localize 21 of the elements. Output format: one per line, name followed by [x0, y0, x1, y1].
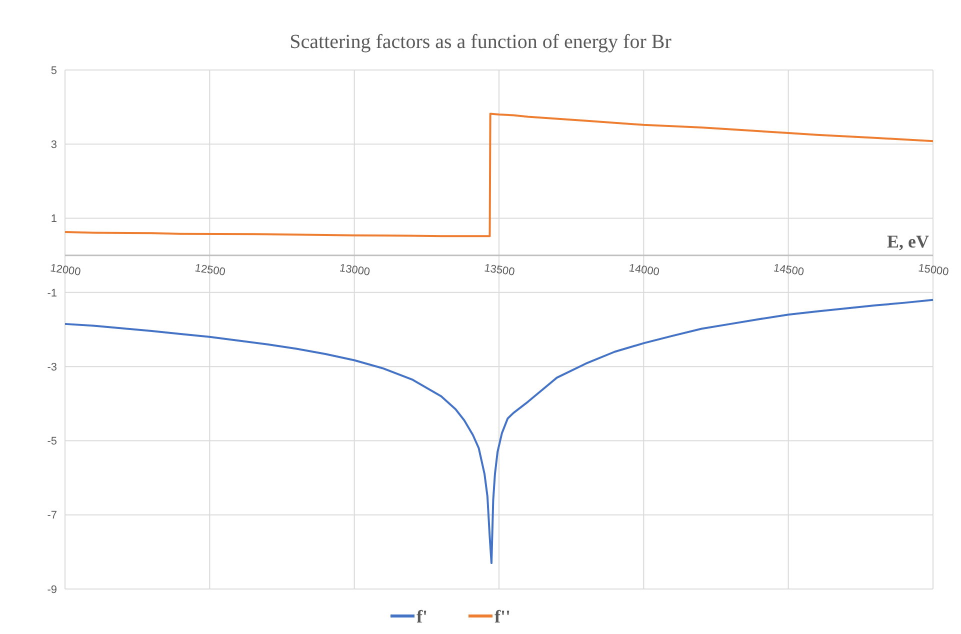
line-series	[64, 112, 934, 238]
x-tick-label: 13000	[338, 262, 371, 278]
y-tick-label: -1	[47, 287, 57, 300]
y-tick-label: 1	[50, 213, 57, 226]
y-tick-label: -3	[47, 361, 57, 374]
y-tick-label: -5	[47, 436, 57, 448]
x-axis-title: E, eV	[887, 231, 929, 252]
x-tick-label: 14000	[628, 262, 660, 278]
x-tick-label: 15000	[917, 262, 950, 278]
x-tick-label: 12000	[49, 262, 82, 278]
legend-label: f''	[494, 606, 510, 626]
legend-label: f'	[416, 606, 428, 626]
y-tick-label: 5	[50, 64, 57, 77]
chart-title: Scattering factors as a function of energy for Br	[290, 31, 672, 53]
y-tick-label: -7	[47, 510, 57, 522]
x-tick-label: 12500	[194, 262, 226, 278]
y-tick-label: -9	[47, 584, 57, 596]
line-series	[64, 298, 934, 564]
x-tick-label: 14500	[772, 262, 805, 278]
x-tick-label: 13500	[483, 262, 516, 278]
y-tick-label: 3	[50, 138, 57, 151]
